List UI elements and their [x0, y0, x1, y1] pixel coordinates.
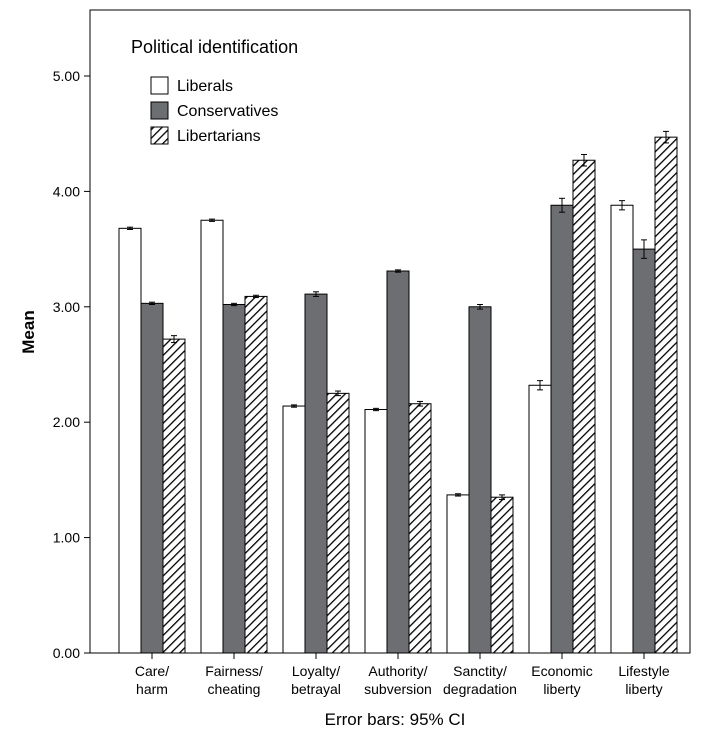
x-tick-label: cheating: [208, 681, 261, 697]
bar-liberals-5: [528, 384, 552, 654]
x-tick-label: Loyalty/: [292, 663, 340, 679]
error-bar: [641, 239, 647, 259]
x-tick-label: liberty: [543, 681, 580, 697]
legend-swatch-libertarians: [150, 126, 169, 145]
x-tick-label: Care/: [135, 663, 169, 679]
bar-conservatives-6: [632, 248, 656, 654]
error-bar: [231, 302, 237, 307]
bar-libertarians-3: [408, 403, 432, 654]
error-bar: [335, 390, 341, 397]
legend-swatch-conservatives: [150, 101, 169, 120]
y-tick-label: 5.00: [53, 68, 80, 84]
legend-swatch-liberals: [150, 76, 169, 95]
legend: Political identification Liberals Conserv…: [131, 37, 298, 145]
x-axis-label: Error bars: 95% CI: [325, 710, 466, 729]
bar-liberals-3: [364, 409, 388, 654]
bars-group: [118, 136, 678, 654]
y-tick-label: 0.00: [53, 645, 80, 661]
x-axis: Care/harm Fairness/cheating Loyalty/betray…: [135, 653, 670, 697]
error-bar: [127, 226, 133, 230]
error-bar: [313, 291, 319, 297]
x-tick-label: degradation: [443, 681, 517, 697]
error-bar: [395, 269, 401, 273]
x-tick-label: Authority/: [368, 663, 427, 679]
bar-conservatives-3: [386, 270, 410, 654]
bar-libertarians-5: [572, 159, 596, 654]
bar-liberals-1: [200, 219, 224, 654]
x-tick-label: subversion: [364, 681, 432, 697]
x-tick-label: Sanctity/: [453, 663, 507, 679]
error-bar: [663, 130, 669, 144]
error-bar: [149, 301, 155, 305]
legend-title: Political identification: [131, 37, 298, 57]
error-bar: [499, 494, 505, 501]
bar-liberals-4: [446, 494, 470, 654]
error-bar: [581, 153, 587, 167]
error-bar: [417, 400, 423, 407]
bar-libertarians-4: [490, 496, 514, 654]
bar-conservatives-5: [550, 204, 574, 654]
error-bar: [209, 218, 215, 222]
bar-conservatives-1: [222, 303, 246, 654]
error-bar: [291, 404, 297, 408]
bar-liberals-2: [282, 405, 306, 654]
x-tick-label: Lifestyle: [618, 663, 670, 679]
error-bar: [171, 335, 177, 344]
bar-libertarians-0: [162, 338, 186, 654]
bar-liberals-0: [118, 227, 142, 654]
error-bar: [373, 407, 379, 412]
legend-label: Liberals: [177, 78, 233, 95]
x-tick-label: betrayal: [291, 681, 341, 697]
error-bar: [253, 294, 259, 299]
y-tick-label: 4.00: [53, 183, 80, 199]
x-tick-label: Fairness/: [205, 663, 263, 679]
y-tick-label: 1.00: [53, 530, 80, 546]
y-axis-label: Mean: [19, 310, 38, 353]
error-bar: [455, 493, 461, 497]
bar-libertarians-1: [244, 295, 268, 654]
y-tick-label: 2.00: [53, 414, 80, 430]
bar-libertarians-6: [654, 136, 678, 654]
bar-libertarians-2: [326, 392, 350, 654]
bar-conservatives-0: [140, 302, 164, 654]
legend-label: Conservatives: [177, 103, 278, 120]
x-tick-label: harm: [136, 681, 168, 697]
y-tick-label: 3.00: [53, 299, 80, 315]
bar-conservatives-2: [304, 293, 328, 654]
y-axis: 0.00 1.00 2.00 3.00 4.00 5.00: [53, 68, 90, 661]
error-bar: [477, 303, 483, 310]
bar-liberals-6: [610, 204, 634, 654]
x-tick-label: liberty: [625, 681, 662, 697]
x-tick-label: Economic: [531, 663, 592, 679]
error-bar: [619, 200, 625, 211]
error-bar: [559, 197, 565, 213]
bar-conservatives-4: [468, 306, 492, 654]
error-bar: [537, 380, 543, 391]
error-bars-group: [127, 130, 669, 501]
legend-label: Libertarians: [177, 128, 261, 145]
